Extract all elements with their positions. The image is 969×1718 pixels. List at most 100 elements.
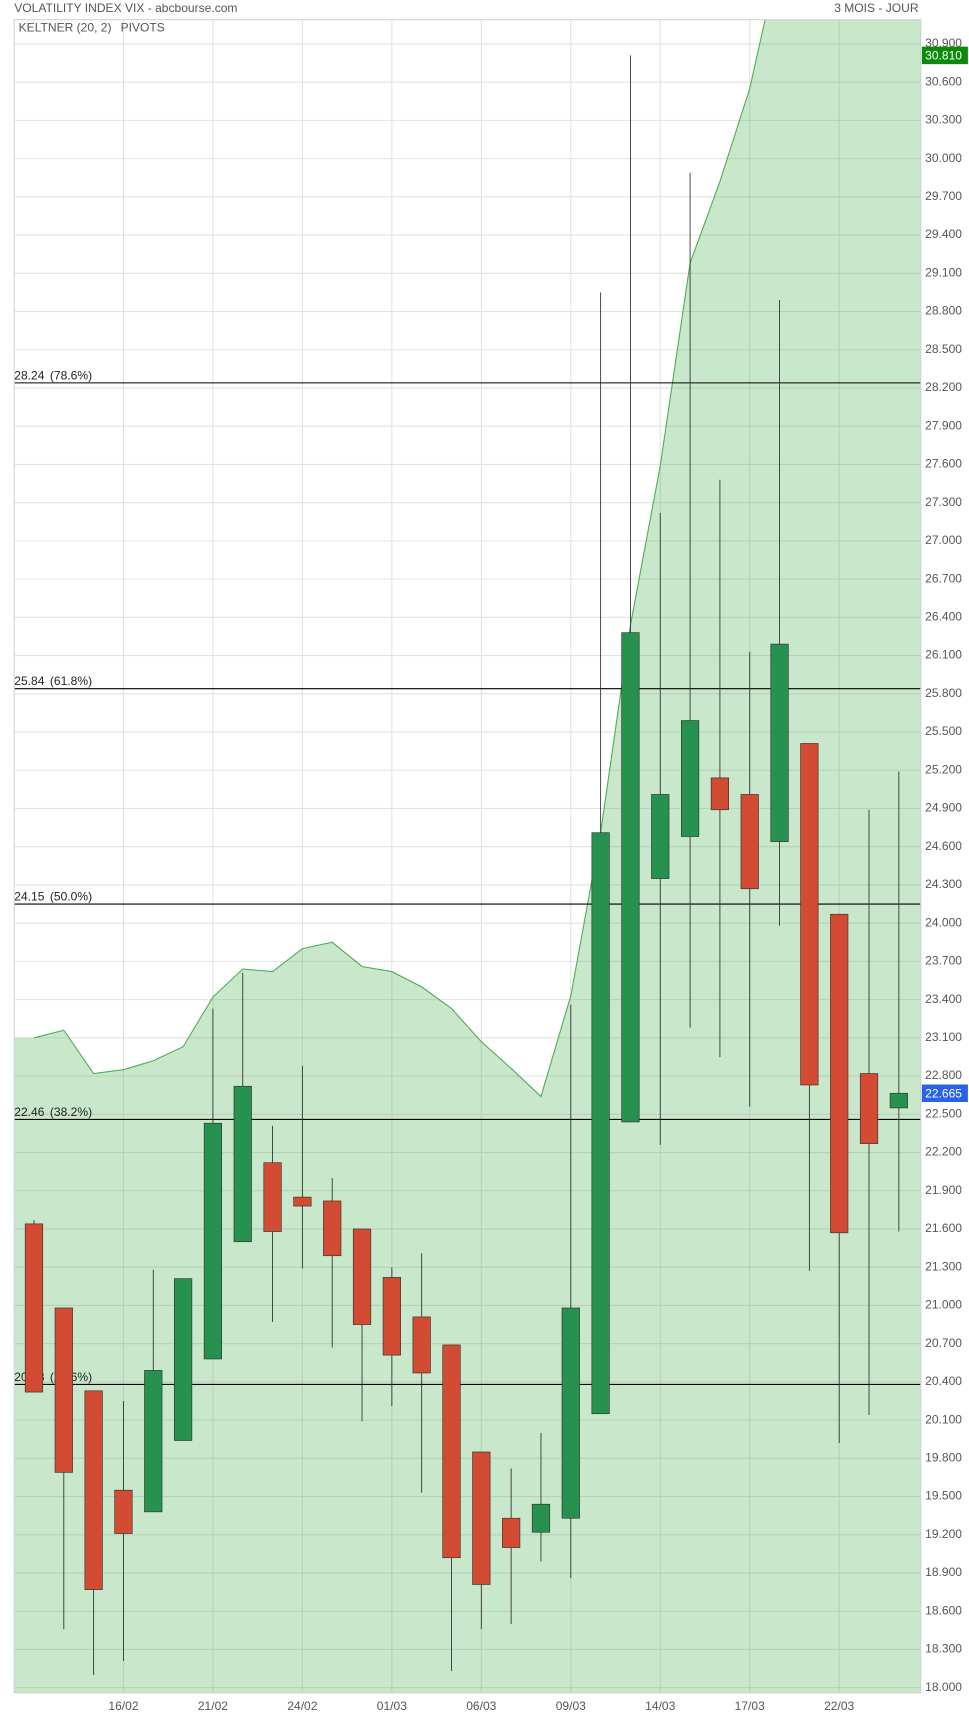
candle-body [859,1073,879,1144]
pivot-value: 28.24 [14,368,44,382]
y-tick-label: 20.700 [925,1336,962,1350]
y-tick-label: 18.600 [925,1603,962,1617]
pivot-label: 28.24 (78.6%) [14,368,92,382]
candle-body [502,1517,521,1548]
y-tick-label: 22.200 [925,1145,962,1159]
candle-body [889,1092,908,1109]
pivot-pct: (50.0%) [50,890,92,904]
candle-body [770,643,789,842]
pivot-value: 22.46 [14,1105,44,1119]
pivot-value: 25.84 [14,674,44,688]
plot-frame [13,19,922,1694]
y-tick-label: 23.100 [925,1030,962,1044]
y-tick-label: 18.300 [925,1642,962,1656]
y-tick-label: 19.200 [925,1527,962,1541]
candle-body [263,1162,282,1232]
legend-keltner: KELTNER (20, 2) [19,21,112,35]
period-label: 3 MOIS - JOUR [834,1,919,15]
y-tick-label: 29.400 [925,227,962,241]
y-tick-label: 19.800 [925,1451,962,1465]
y-tick-label: 24.000 [925,915,962,929]
candle-body [561,1307,580,1519]
y-tick-label: 20.400 [925,1374,962,1388]
candle-body [144,1370,163,1513]
candle-body [531,1503,551,1533]
x-tick-label: 06/03 [466,1699,496,1713]
price-tag-label: 22.665 [925,1087,962,1101]
y-tick-label: 24.300 [925,877,962,891]
candle-body [382,1277,401,1356]
candle-body [323,1200,342,1257]
candle-body [203,1122,223,1360]
candle-body [710,777,730,811]
y-tick-label: 28.200 [925,380,962,394]
pivot-value: 24.15 [14,890,44,904]
x-tick-label: 01/03 [377,1699,407,1713]
chart-title: VOLATILITY INDEX VIX - abcbourse.com [14,1,237,15]
candle-body [800,743,819,1086]
x-tick-label: 17/03 [735,1699,765,1713]
pivot-pct: (38.2%) [50,1105,92,1119]
x-tick-label: 22/03 [824,1699,854,1713]
y-tick-label: 18.900 [925,1565,962,1579]
y-tick-label: 27.000 [925,533,962,547]
y-tick-label: 27.300 [925,495,962,509]
grid [14,19,921,1693]
y-tick-label: 19.500 [925,1489,962,1503]
keltner-line [33,19,766,1098]
y-tick-label: 30.300 [925,113,962,127]
y-tick-label: 30.000 [925,151,962,165]
pivot-label: 24.15 (50.0%) [14,890,92,904]
x-tick-label: 21/02 [198,1699,228,1713]
x-tick-label: 09/03 [556,1699,586,1713]
y-tick-label: 29.100 [925,265,962,279]
candle-body [740,794,759,890]
candle-body [651,794,670,879]
candle-body [352,1228,372,1325]
price-tag-label: 30.810 [925,49,962,63]
y-tick-label: 21.600 [925,1221,962,1235]
y-tick-label: 24.600 [925,839,962,853]
y-tick-label: 30.900 [925,36,962,50]
y-tick-label: 22.800 [925,1068,962,1082]
y-tick-label: 25.800 [925,686,962,700]
candle-body [233,1085,252,1243]
y-tick-label: 20.100 [925,1412,962,1426]
y-tick-label: 23.700 [925,954,962,968]
pivot-label: 22.46 (38.2%) [14,1105,92,1119]
candle-body [84,1390,103,1590]
keltner-layer [14,19,921,1693]
y-tick-label: 22.500 [925,1106,962,1120]
candle-body [54,1307,73,1473]
y-tick-label: 26.100 [925,648,962,662]
candle-body [472,1451,491,1585]
x-tick-label: 24/02 [287,1699,317,1713]
candle-body [830,913,849,1234]
axis-layer: 18.000 18.300 18.600 18.900 19.200 19.500 19.8… [108,36,968,1713]
y-tick-label: 27.900 [925,418,962,432]
pivot-label: 25.84 (61.8%) [14,674,92,688]
candle-body [680,720,700,837]
y-tick-label: 23.400 [925,992,962,1006]
y-tick-label: 24.900 [925,801,962,815]
y-tick-label: 26.700 [925,571,962,585]
y-tick-label: 21.900 [925,1183,962,1197]
pivots-layer: 28.24 (78.6%) 25.84 (61.8%) 24.15 (50.0%) 22.4… [14,368,921,1385]
candle-body [442,1344,461,1559]
candle-body [173,1278,193,1441]
y-tick-label: 28.800 [925,304,962,318]
candle-body [412,1316,431,1374]
y-tick-label: 30.600 [925,74,962,88]
y-tick-label: 18.000 [925,1680,962,1694]
y-tick-label: 26.400 [925,610,962,624]
y-tick-label: 29.700 [925,189,962,203]
y-tick-label: 25.500 [925,724,962,738]
candle-body [114,1489,133,1534]
keltner-area [14,19,921,1693]
candle-body [24,1223,44,1393]
y-tick-label: 25.200 [925,762,962,776]
x-tick-label: 16/02 [108,1699,138,1713]
x-tick-label: 14/03 [645,1699,675,1713]
